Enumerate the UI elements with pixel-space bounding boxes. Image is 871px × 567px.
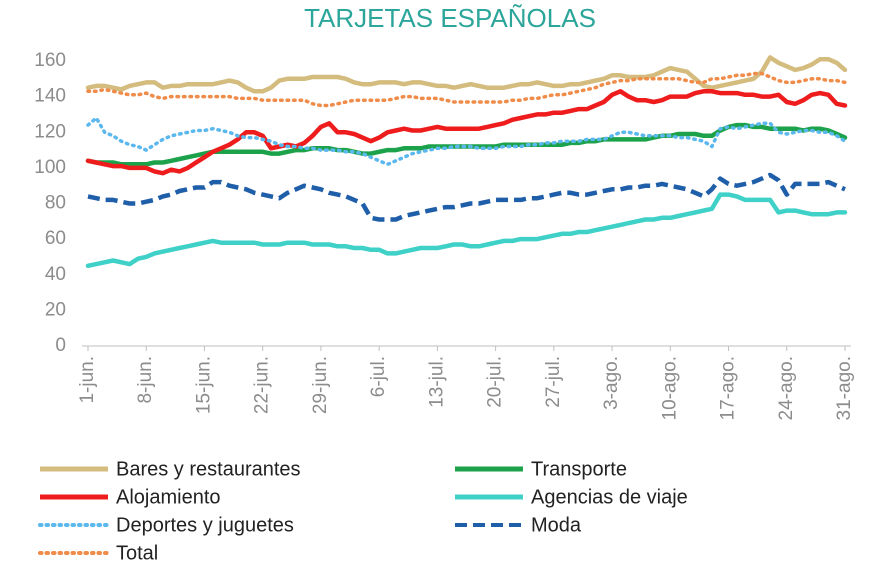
y-tick-label: 100 <box>34 157 66 178</box>
y-tick-label: 140 <box>34 86 66 107</box>
y-tick-label: 120 <box>34 121 66 142</box>
x-tick-label: 29-jun. <box>310 356 331 414</box>
x-tick-label: 31-ago. <box>834 356 855 420</box>
legend-label: Moda <box>531 514 582 536</box>
y-tick-label: 160 <box>34 50 66 71</box>
y-tick-label: 0 <box>55 335 66 356</box>
x-tick-label: 20-jul. <box>485 356 506 408</box>
series-line <box>87 172 846 222</box>
x-tick-label: 10-ago. <box>659 356 680 420</box>
x-tick-label: 24-ago. <box>776 356 797 420</box>
legend-label: Deportes y juguetes <box>116 514 294 536</box>
legend-label: Agencias de viaje <box>531 486 688 508</box>
chart-title: TARJETAS ESPAÑOLAS <box>304 3 596 33</box>
series-line <box>85 55 848 94</box>
series-line <box>85 192 848 269</box>
x-tick-label: 15-jun. <box>193 356 214 414</box>
x-tick-label: 13-jul. <box>426 356 447 408</box>
x-tick-label: 22-jun. <box>252 356 273 414</box>
x-tick-label: 27-jul. <box>543 356 564 408</box>
x-tick-label: 1-jun. <box>77 356 98 404</box>
series-line <box>85 89 848 176</box>
y-tick-label: 60 <box>45 228 66 249</box>
legend-label: Alojamiento <box>116 486 221 508</box>
y-tick-label: 20 <box>45 299 66 320</box>
x-tick-label: 6-jul. <box>368 356 389 397</box>
x-tick-label: 3-ago. <box>601 356 622 410</box>
legend-label: Bares y restaurantes <box>116 458 301 480</box>
y-tick-label: 80 <box>45 193 66 214</box>
x-tick-label: 8-jun. <box>135 356 156 404</box>
legend-label: Transporte <box>531 458 627 480</box>
series-line <box>86 116 847 167</box>
y-tick-label: 40 <box>45 264 66 285</box>
series-line <box>86 71 847 108</box>
legend-label: Total <box>116 542 158 564</box>
x-tick-label: 17-ago. <box>718 356 739 420</box>
